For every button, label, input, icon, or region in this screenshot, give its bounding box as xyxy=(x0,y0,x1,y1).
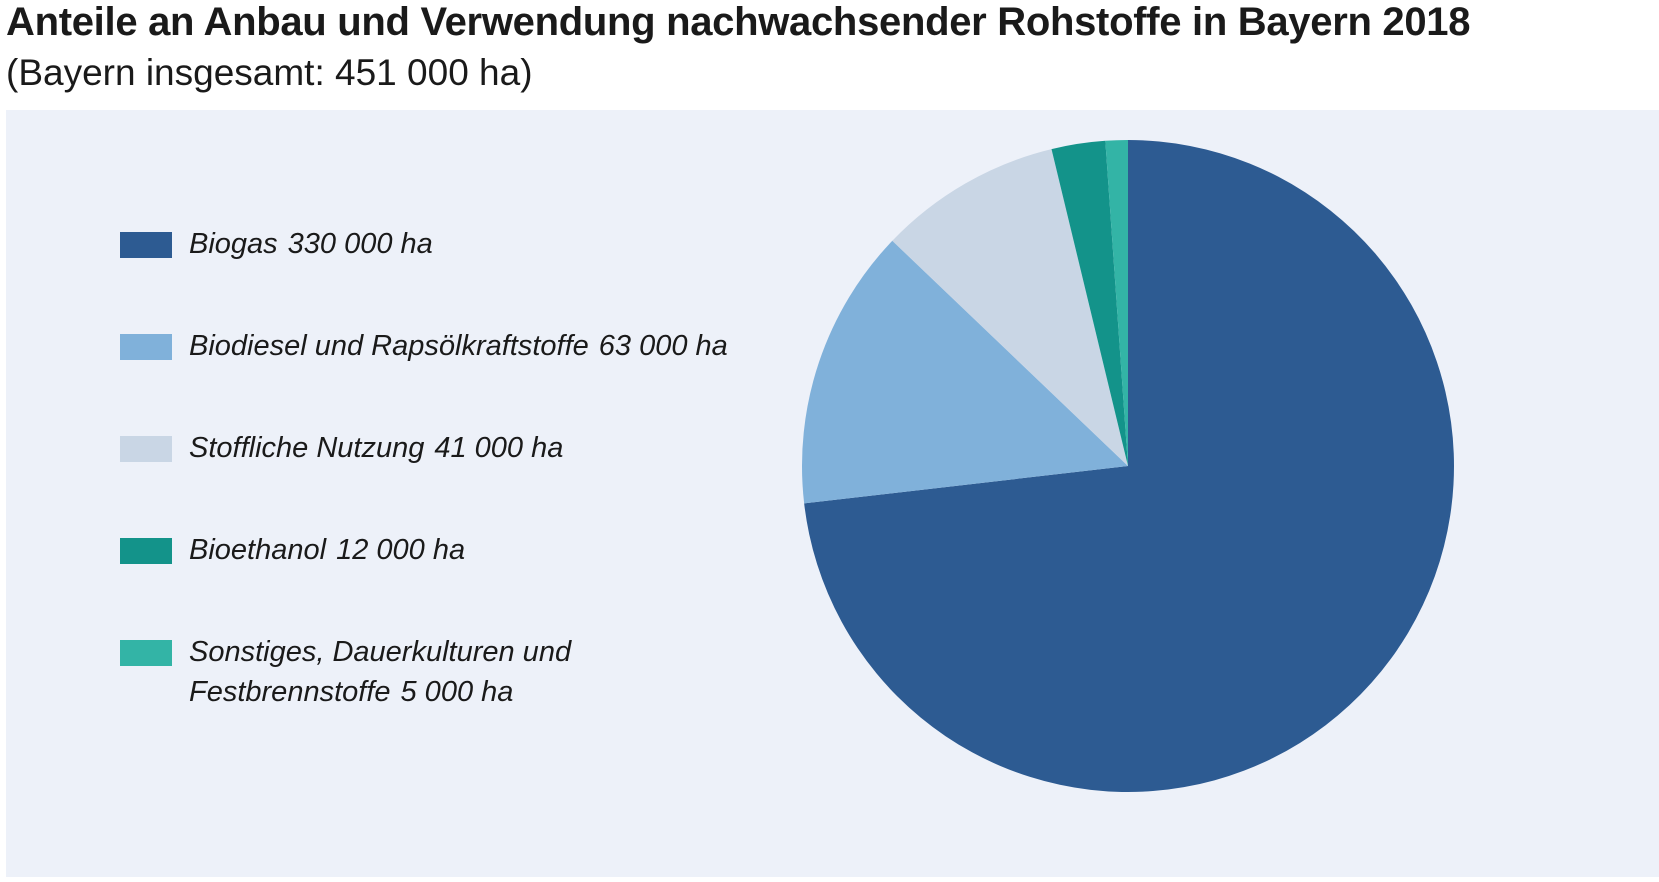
legend-name-biogas: Biogas xyxy=(189,228,278,260)
legend-name-biodiesel: Biodiesel und Rapsölkraftstoffe xyxy=(189,330,589,362)
chart-panel: Biogas 330 000 ha Biodiesel und Rapsölkra… xyxy=(6,110,1659,877)
legend-swatch-biogas xyxy=(120,232,172,258)
legend-name-sonstiges-line2: Festbrennstoffe xyxy=(189,676,391,708)
legend-swatch-bioethanol xyxy=(120,538,172,564)
legend-name-bioethanol: Bioethanol xyxy=(189,534,327,566)
legend-value-biogas: 330 000 ha xyxy=(287,228,433,260)
pie-chart xyxy=(801,140,1454,792)
legend-label-biodiesel: Biodiesel und Rapsölkraftstoffe 63 000 ha xyxy=(189,326,728,366)
legend-value-stoffliche-nutzung: 41 000 ha xyxy=(434,432,564,464)
pie-slice-biodiesel xyxy=(801,240,1128,504)
legend-label-sonstiges: Sonstiges, Dauerkulturen und Festbrennsto… xyxy=(189,632,571,712)
legend-label-biogas: Biogas 330 000 ha xyxy=(189,224,433,264)
legend-name-sonstiges-line1: Sonstiges, Dauerkulturen und xyxy=(189,636,572,668)
legend-value-sonstiges: 5 000 ha xyxy=(400,676,514,708)
legend-swatch-biodiesel xyxy=(120,334,172,360)
pie-slice-stoffliche-nutzung xyxy=(892,149,1128,466)
chart-title: Anteile an Anbau und Verwendung nachwach… xyxy=(6,0,1471,44)
legend-name-stoffliche-nutzung: Stoffliche Nutzung xyxy=(189,432,425,464)
legend-swatch-sonstiges xyxy=(120,640,172,666)
legend-label-stoffliche-nutzung: Stoffliche Nutzung 41 000 ha xyxy=(189,428,563,468)
chart-subtitle: (Bayern insgesamt: 451 000 ha) xyxy=(6,52,533,93)
legend-label-bioethanol: Bioethanol 12 000 ha xyxy=(189,530,465,570)
legend-value-bioethanol: 12 000 ha xyxy=(336,534,466,566)
pie-slice-biogas xyxy=(804,140,1454,792)
pie-slice-sonstiges xyxy=(1105,140,1128,466)
legend-value-biodiesel: 63 000 ha xyxy=(598,330,728,362)
pie-slice-bioethanol xyxy=(1051,140,1128,466)
legend-swatch-stoffliche-nutzung xyxy=(120,436,172,462)
